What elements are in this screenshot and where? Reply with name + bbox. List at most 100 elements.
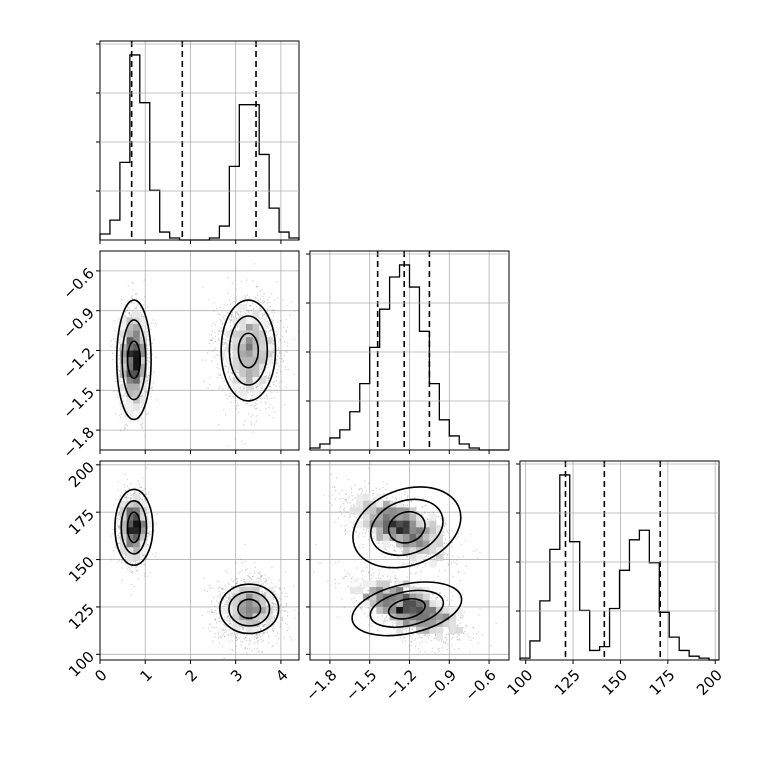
sample-point [147, 532, 149, 535]
sample-point [151, 353, 153, 355]
density-cell [133, 377, 141, 384]
sample-point [250, 390, 252, 393]
density-cell [245, 317, 253, 325]
sample-point [146, 535, 148, 537]
sample-point [275, 380, 278, 382]
density-cell [232, 383, 240, 391]
sample-point [135, 563, 137, 565]
sample-point [115, 380, 117, 382]
sample-point [117, 561, 119, 563]
sample-point [209, 339, 212, 341]
sample-point [116, 524, 118, 526]
sample-point [236, 311, 238, 314]
sample-point [118, 321, 121, 323]
sample-point [244, 298, 246, 300]
sample-point [216, 354, 218, 356]
density-cell [252, 377, 260, 384]
sample-point [268, 313, 270, 315]
density-cell [232, 357, 240, 365]
sample-point [142, 403, 144, 405]
axes-frame [519, 460, 720, 661]
sample-point [228, 368, 230, 371]
sample-point [246, 309, 248, 312]
sample-point [235, 288, 237, 290]
sample-point [127, 492, 129, 494]
sample-point [251, 404, 253, 406]
sample-point [232, 395, 234, 398]
sample-point [121, 580, 123, 582]
sample-point [145, 493, 147, 495]
sample-point [272, 417, 274, 419]
sample-point [286, 331, 288, 333]
sample-point [118, 342, 120, 344]
sample-point [267, 331, 270, 333]
sample-point [117, 542, 119, 544]
sample-point [270, 318, 272, 320]
sample-point [276, 372, 278, 374]
sample-point [144, 564, 146, 566]
sample-point [284, 404, 286, 406]
sample-point [247, 392, 249, 394]
density-cell [265, 343, 273, 351]
density-cell [245, 323, 253, 331]
density-cell [133, 350, 141, 358]
sample-point [215, 347, 217, 349]
sample-point [140, 315, 143, 317]
sample-point [152, 319, 154, 321]
sample-point [142, 491, 144, 493]
sample-point [118, 532, 120, 534]
sample-point [224, 373, 226, 375]
sample-point [126, 309, 128, 312]
sample-point [213, 356, 216, 358]
sample-point [120, 413, 123, 415]
sample-point [275, 376, 277, 378]
sample-point [229, 378, 232, 380]
sample-point [118, 525, 120, 527]
sample-point [245, 305, 247, 307]
sample-point [211, 350, 214, 352]
sample-point [125, 311, 127, 313]
sample-point [220, 320, 222, 322]
sample-point [113, 504, 115, 506]
sample-point [230, 316, 233, 318]
sample-point [147, 509, 149, 511]
sample-point [232, 351, 234, 354]
sample-point [129, 499, 131, 502]
sample-point [281, 358, 283, 360]
sample-point [254, 423, 256, 425]
density-cell [119, 317, 127, 325]
sample-point [260, 383, 262, 386]
sample-point [264, 312, 266, 314]
sample-point [213, 310, 215, 312]
density-cell [232, 330, 240, 338]
density-cell [252, 390, 260, 398]
sample-point [134, 561, 137, 563]
sample-point [202, 286, 204, 288]
sample-point [124, 491, 126, 493]
sample-point [147, 353, 149, 356]
sample-point [278, 366, 280, 368]
sample-point [223, 380, 225, 382]
sample-point [236, 299, 238, 301]
sample-point [227, 276, 230, 278]
sample-point [247, 301, 249, 303]
sample-point [128, 566, 130, 568]
sample-point [137, 420, 139, 422]
sample-point [119, 430, 122, 432]
sample-point [118, 526, 120, 529]
sample-point [135, 307, 137, 309]
sample-point [221, 322, 224, 325]
sample-point [119, 416, 121, 418]
sample-point [120, 377, 122, 379]
sample-point [142, 393, 144, 395]
sample-point [219, 374, 222, 376]
sample-point [216, 308, 218, 310]
sample-point [287, 304, 289, 307]
sample-point [146, 362, 148, 364]
sample-point [125, 392, 127, 394]
sample-point [231, 314, 233, 316]
sample-point [230, 319, 232, 321]
sample-point [148, 533, 150, 535]
sample-point [247, 390, 249, 392]
sample-point [142, 427, 144, 429]
